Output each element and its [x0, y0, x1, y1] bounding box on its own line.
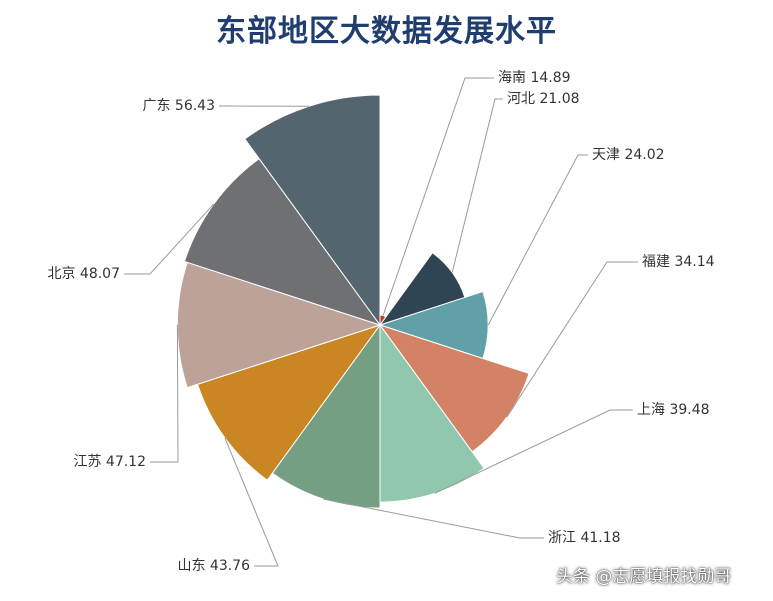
leader-line-河北 — [451, 98, 503, 273]
leader-line-天津 — [487, 154, 588, 326]
slice-label-广东: 广东 56.43 — [142, 98, 215, 114]
leader-line-江苏 — [150, 324, 179, 463]
watermark-text: 头条 @志愿填报找勋哥 — [556, 567, 732, 587]
leader-line-浙江 — [323, 498, 544, 539]
leader-line-北京 — [124, 203, 215, 275]
slice-label-海南: 海南 14.89 — [498, 70, 571, 86]
slice-label-上海: 上海 39.48 — [637, 402, 710, 418]
slice-广东[interactable] — [244, 94, 381, 327]
slice-label-福建: 福建 34.14 — [642, 254, 715, 270]
leader-line-福建 — [506, 261, 638, 418]
slice-label-江苏: 江苏 47.12 — [73, 454, 146, 470]
leader-line-海南 — [382, 77, 494, 316]
slice-label-北京: 北京 48.07 — [47, 266, 120, 282]
slice-label-山东: 山东 43.76 — [177, 558, 250, 574]
slice-福建[interactable] — [378, 324, 530, 453]
leader-line-山东 — [224, 437, 279, 567]
slice-label-浙江: 浙江 41.18 — [548, 530, 621, 546]
slice-label-天津: 天津 24.02 — [592, 147, 665, 163]
slice-label-河北: 河北 21.08 — [507, 91, 580, 107]
chart-title: 东部地区大数据发展水平 — [216, 14, 557, 49]
slice-山东[interactable] — [196, 324, 382, 481]
leader-line-上海 — [434, 409, 633, 494]
